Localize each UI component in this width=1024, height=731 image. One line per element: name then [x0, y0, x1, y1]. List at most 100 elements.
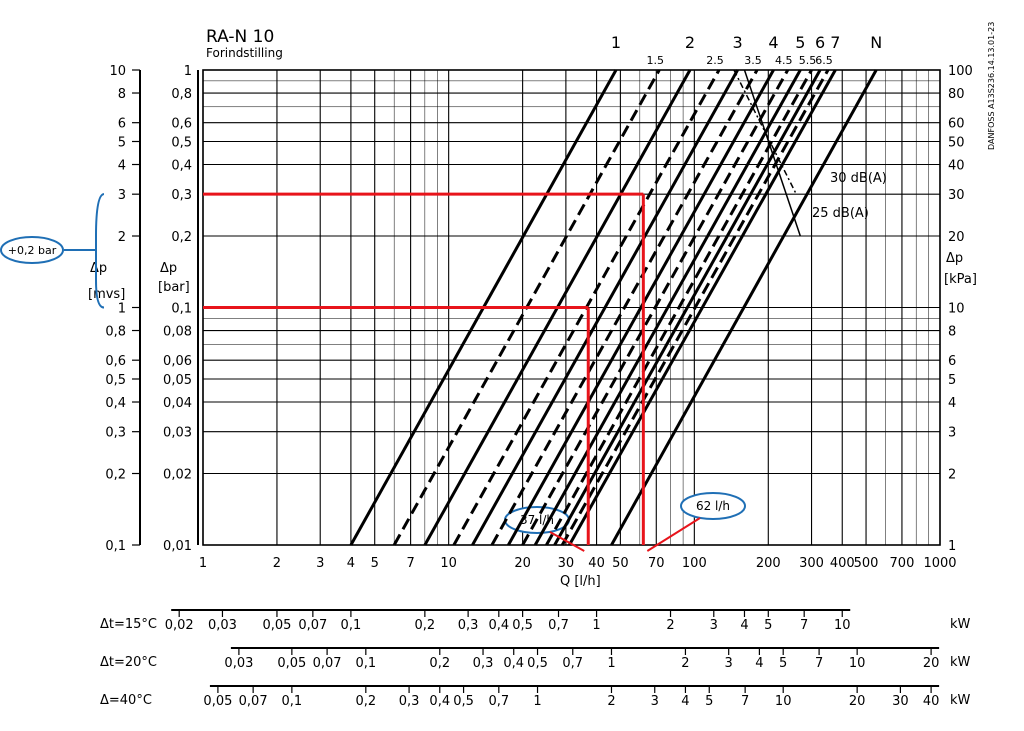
mid-axis-tick-label: 0,5 [171, 135, 192, 150]
noise-lines [733, 69, 802, 237]
x-axis-tick-label: 400 [830, 556, 855, 571]
left-axis-tick-label: 5 [118, 135, 126, 150]
power-tick-label: 0,02 [165, 618, 194, 633]
arrow-62 [646, 517, 701, 552]
power-tick-label: 0,5 [512, 618, 533, 633]
x-axis-tick-label: 200 [756, 556, 781, 571]
power-tick-label: 10 [849, 656, 866, 671]
callout-62: 62 l/h [680, 492, 746, 520]
left-axis-label-top: Δp [90, 261, 107, 276]
curve-label-6-5: 6.5 [815, 54, 833, 67]
right-axis-tick-label: 50 [948, 135, 965, 150]
curve-label-N: N [870, 33, 882, 52]
chart-subtitle: Forindstilling [206, 46, 283, 60]
power-tick-label: 2 [681, 656, 689, 671]
mid-axis-tick-label: 0,3 [171, 188, 192, 203]
right-axis-ticks: 100 80 60 50 40 30 20 10 8 6 5 4 3 2 1 [948, 64, 973, 554]
power-tick-label: 0,05 [203, 694, 232, 709]
power-tick-label: 0,3 [399, 694, 420, 709]
x-axis-tick-label: 50 [612, 556, 629, 571]
curve-label-5: 5 [795, 33, 805, 52]
x-axis-tick-label: 30 [558, 556, 575, 571]
right-axis-tick-label: 5 [948, 373, 956, 388]
curve-3-5 [490, 69, 759, 546]
x-axis-tick-label: 20 [514, 556, 531, 571]
mid-axis-ticks: 1 0,8 0,6 0,5 0,4 0,3 0,2 0,1 0,08 0,06 0,05 0,04 0,… [163, 64, 192, 554]
left-axis-tick-label: 0,2 [105, 468, 126, 483]
callout-62-bubble [680, 492, 746, 520]
x-axis-tick-label: 7 [406, 556, 414, 571]
curve-7 [568, 69, 837, 546]
power-tick-label: 3 [725, 656, 733, 671]
curve-labels: 1 1.5 2 2.5 33.5 4 4.55 5.5 6 6.5 7 N [611, 33, 882, 67]
power-tick-label: 4 [755, 656, 763, 671]
power-scale-unit-2: kW [950, 693, 971, 708]
power-scales: Δt=15°C kW 0,02 0,03 0,05 0,07 0,1 0,2 0,3 0,4 0,5… [100, 609, 971, 709]
power-tick-label: 10 [834, 618, 851, 633]
power-tick-label: 1 [592, 618, 600, 633]
power-scale-unit-1: kW [950, 655, 971, 670]
left-axis-tick-label: 0,4 [105, 396, 126, 411]
curve-label-4-5: 4.5 [775, 54, 793, 67]
mid-axis-tick-label: 0,4 [171, 159, 192, 174]
power-tick-label: 1 [607, 656, 615, 671]
power-tick-label: 0,1 [282, 694, 303, 709]
power-tick-label: 4 [681, 694, 689, 709]
right-axis-tick-label: 10 [948, 302, 965, 317]
power-tick-label: 30 [892, 694, 909, 709]
mid-axis-tick-label: 0,03 [163, 426, 192, 441]
callout-bar-bubble [0, 236, 64, 264]
curve-label-5-5: 5.5 [799, 54, 817, 67]
mid-axis-tick-label: 0,06 [163, 354, 192, 369]
left-axis-tick-label: 0,3 [105, 426, 126, 441]
right-axis-label-unit: [kPa] [944, 272, 977, 287]
curve-label-1-5: 1.5 [647, 54, 665, 67]
power-tick-label: 5 [705, 694, 713, 709]
mid-axis-tick-label: 0,1 [171, 302, 192, 317]
power-tick-label: 0,7 [548, 618, 569, 633]
power-tick-label: 0,1 [355, 656, 376, 671]
power-tick-label: 20 [849, 694, 866, 709]
left-axis-tick-label: 1 [118, 302, 126, 317]
curve-4-5 [521, 69, 790, 546]
power-tick-label: 2 [607, 694, 615, 709]
x-axis-tick-label: 1 [199, 556, 207, 571]
curve-5 [533, 69, 802, 546]
curve-label-2: 2 [685, 33, 695, 52]
power-tick-label: 0,2 [355, 694, 376, 709]
right-axis-tick-label: 60 [948, 117, 965, 132]
right-axis-tick-label: 1 [948, 539, 956, 554]
power-scale-label-0: Δt=15°C [100, 617, 157, 632]
curve-label-2-5: 2.5 [706, 54, 724, 67]
power-tick-label: 0,4 [503, 656, 524, 671]
bracket [95, 193, 105, 309]
right-axis-tick-label: 100 [948, 64, 973, 79]
flow-curves [349, 69, 878, 546]
noise-line-0 [733, 69, 797, 195]
right-axis-tick-label: 20 [948, 230, 965, 245]
power-tick-label: 1 [533, 694, 541, 709]
power-scale-label-1: Δt=20°C [100, 655, 157, 670]
power-tick-label: 0,03 [208, 618, 237, 633]
power-tick-label: 0,07 [298, 618, 327, 633]
curve-label-3-5: 3.5 [744, 54, 762, 67]
right-axis-tick-label: 2 [948, 468, 956, 483]
curve-label-7: 7 [830, 33, 840, 52]
curve-3 [471, 69, 739, 546]
power-tick-label: 0,07 [313, 656, 342, 671]
curve-label-4: 4 [768, 33, 778, 52]
curve-6 [553, 69, 822, 546]
x-axis-tick-label: 4 [347, 556, 355, 571]
power-tick-label: 10 [775, 694, 792, 709]
grid [202, 69, 941, 546]
left-axis-tick-label: 3 [118, 188, 126, 203]
power-tick-label: 2 [666, 618, 674, 633]
chart-title: RA-N 10 [206, 27, 274, 47]
right-axis-tick-label: 6 [948, 354, 956, 369]
x-axis-tick-label: 1000 [923, 556, 956, 571]
mid-axis-label-top: Δp [160, 261, 177, 276]
power-tick-label: 0,3 [473, 656, 494, 671]
right-axis-tick-label: 80 [948, 87, 965, 102]
power-tick-label: 0,4 [429, 694, 450, 709]
